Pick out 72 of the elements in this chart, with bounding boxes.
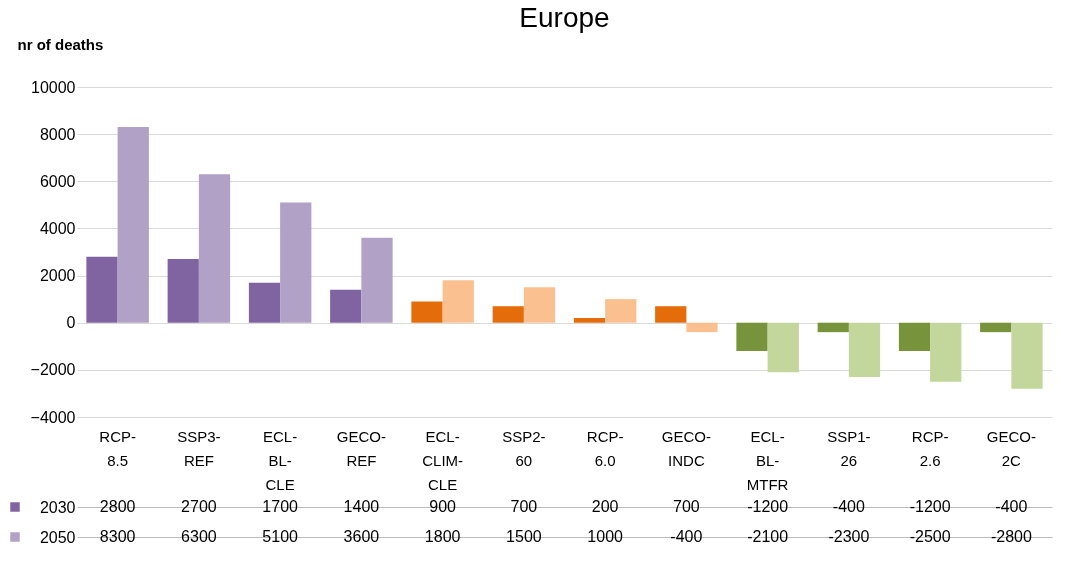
bar <box>980 322 1012 333</box>
bar <box>330 289 362 323</box>
data-label: 8300 <box>99 528 136 545</box>
y-tick-label: −2000 <box>30 361 76 379</box>
x-tick-label: GECO-2C <box>986 427 1036 469</box>
x-tick-label: ECL-BL-CLE <box>263 427 298 493</box>
bar <box>280 202 312 323</box>
data-label: 900 <box>429 498 457 515</box>
data-label: -2500 <box>909 528 951 545</box>
x-tick-label: ECL-BL-MTFR <box>746 427 789 493</box>
bar <box>492 306 524 323</box>
data-label: 1500 <box>506 528 542 545</box>
bar <box>248 282 281 323</box>
x-tick-label: SSP1-26 <box>827 427 871 469</box>
x-tick-label: GECO-REF <box>336 427 386 469</box>
bar <box>523 287 556 323</box>
data-label: 1700 <box>262 498 299 515</box>
data-label: -2100 <box>747 528 789 545</box>
x-tick-label: ECL-CLIM-CLE <box>422 427 464 493</box>
x-tick-label: RCP-2.6 <box>911 427 949 469</box>
data-label: -400 <box>670 528 703 545</box>
y-tick-label: 2000 <box>39 267 76 285</box>
bar <box>86 256 118 323</box>
bar <box>736 322 768 351</box>
bar <box>1011 322 1043 389</box>
bar <box>442 280 474 323</box>
data-label: 1800 <box>424 528 461 545</box>
bar <box>573 318 606 323</box>
data-label: -2800 <box>990 528 1032 545</box>
bar <box>930 322 962 382</box>
data-label: -400 <box>832 498 865 515</box>
bar <box>686 322 718 333</box>
data-label: 700 <box>510 498 538 515</box>
bar <box>767 322 799 373</box>
data-label: -1200 <box>909 498 951 515</box>
data-label: 700 <box>673 498 700 515</box>
bar <box>605 299 637 323</box>
data-label: 2800 <box>99 498 136 515</box>
y-tick-label: 4000 <box>39 219 76 237</box>
bar <box>655 306 687 323</box>
y-tick-label: 8000 <box>39 125 76 143</box>
legend-label: 2050 <box>39 528 76 546</box>
y-tick-label: 10000 <box>31 78 76 96</box>
data-label: 2700 <box>181 498 217 515</box>
data-label: 6300 <box>181 528 217 545</box>
bar <box>817 322 849 333</box>
x-tick-label: SSP2-60 <box>502 427 546 469</box>
bar <box>198 174 231 323</box>
x-tick-label: RCP-8.5 <box>99 427 136 469</box>
bar <box>411 301 443 323</box>
data-label: 3600 <box>343 528 380 545</box>
x-tick-label: RCP-6.0 <box>586 427 624 469</box>
bar <box>167 259 199 323</box>
x-tick-label: SSP3-REF <box>177 427 221 469</box>
data-label: 5100 <box>262 528 299 545</box>
data-label: 1000 <box>587 528 624 545</box>
y-tick-label: 6000 <box>39 172 76 190</box>
chart-title: Europe <box>519 2 610 33</box>
y-tick-label: 0 <box>66 314 76 332</box>
bar <box>361 237 393 323</box>
y-tick-label: −4000 <box>30 408 76 426</box>
data-label: -1200 <box>747 498 789 515</box>
data-label: -400 <box>995 498 1028 515</box>
x-tick-label: GECO-INDC <box>661 427 711 469</box>
data-label: 1400 <box>343 498 380 515</box>
data-label: -2300 <box>828 528 870 545</box>
data-label: 200 <box>591 498 619 515</box>
bar <box>117 127 149 323</box>
bar <box>848 322 881 377</box>
bar <box>898 322 931 351</box>
legend-label: 2030 <box>39 498 76 516</box>
y-axis-title: nr of deaths <box>17 35 104 53</box>
